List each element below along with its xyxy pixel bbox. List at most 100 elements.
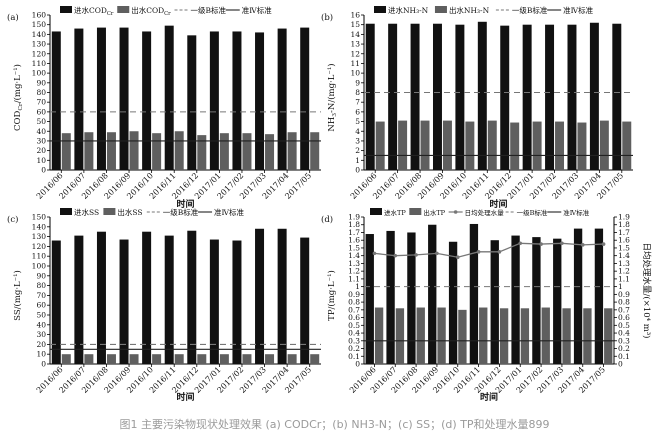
chart-panel: (b)012345678910111213141516NH3-N/(mg·L⁻¹… [321, 5, 633, 210]
bar-influent [187, 230, 197, 364]
bar-influent [187, 35, 197, 170]
legend-swatch [60, 6, 72, 13]
y-tick-label: 0.9 [348, 290, 360, 299]
bar-influent [119, 27, 129, 170]
flow-point [601, 242, 606, 246]
y-tick-label: 20 [36, 340, 46, 349]
bar-influent [589, 22, 599, 170]
x-axis-title: 时间 [176, 391, 194, 403]
y-tick-label: 1.2 [348, 267, 360, 276]
panel-label: (a) [7, 12, 19, 23]
legend: 进水SS 出水SS 一级B标准 准Ⅳ标准 [60, 207, 245, 217]
y2-tick-label: 0.7 [618, 305, 630, 314]
bar-influent [96, 231, 106, 364]
bar-influent [545, 24, 555, 170]
bar-effluent [129, 354, 139, 364]
bar-influent [164, 235, 174, 364]
y-tick-label: 40 [36, 320, 46, 329]
y-axis-title: CODCr/(mg·L⁻¹) [12, 64, 24, 131]
y-tick-label: 6 [355, 107, 360, 116]
bar-effluent [465, 121, 475, 170]
bar-effluent [374, 307, 384, 364]
bar-influent [455, 24, 465, 170]
bar-effluent [287, 132, 297, 170]
flow-point [414, 253, 418, 257]
flow-point [455, 255, 460, 260]
bar-influent [142, 231, 152, 364]
figure-caption: 图1 主要污染物现状处理效果 (a) CODCr；(b) NH3-N；(c) S… [119, 418, 550, 431]
bar-influent [51, 31, 61, 170]
y2-tick-label: 0.6 [618, 313, 630, 322]
y-tick-label: 100 [32, 262, 47, 271]
bar-influent [164, 25, 174, 170]
y-tick-label: 0 [41, 360, 46, 369]
y2-tick-label: 0 [618, 360, 623, 369]
legend-label: 准Ⅳ标准 [563, 5, 593, 15]
bar-effluent [174, 131, 184, 170]
y-tick-label: 90 [36, 78, 46, 87]
y-tick-label: 30 [36, 136, 46, 145]
flow-point [497, 250, 502, 254]
y-tick-label: 11 [350, 59, 360, 68]
bar-effluent [310, 132, 320, 170]
bar-effluent [487, 120, 497, 170]
y2-tick-label: 0.3 [618, 336, 630, 345]
legend-swatch [370, 208, 382, 215]
bar-effluent [604, 308, 613, 364]
y-tick-label: 120 [32, 49, 47, 58]
y-tick-label: 1.6 [348, 236, 360, 245]
y-tick-label: 50 [36, 311, 46, 320]
y2-tick-label: 1.5 [618, 243, 630, 252]
bar-influent [511, 235, 520, 364]
y2-tick-label: 0.1 [618, 352, 630, 361]
y-tick-label: 1.7 [348, 228, 360, 237]
x-axis-title: 时间 [480, 391, 498, 403]
bar-influent [255, 32, 265, 170]
bar-effluent [174, 354, 184, 364]
bar-influent [209, 31, 219, 170]
legend-swatch [117, 6, 130, 13]
legend-swatch [60, 208, 72, 215]
bar-influent [522, 24, 532, 170]
panel-label: (d) [321, 214, 333, 225]
bar-effluent [265, 134, 275, 170]
flow-point [393, 253, 398, 258]
y-tick-label: 0.8 [348, 298, 360, 307]
y-tick-label: 100 [32, 69, 47, 78]
bar-influent [277, 28, 287, 170]
bar-influent [567, 24, 577, 170]
y-tick-label: 0 [355, 166, 360, 175]
bar-effluent [129, 131, 139, 170]
bar-influent [469, 223, 479, 364]
y-tick-label: 1.8 [348, 220, 360, 229]
bar-influent [573, 228, 583, 364]
flow-point [580, 243, 585, 247]
y-tick-label: 4 [355, 127, 360, 136]
y-tick-label: 9 [355, 78, 360, 87]
bar-effluent [437, 307, 446, 364]
y-tick-label: 140 [32, 30, 47, 39]
bar-influent [300, 27, 310, 170]
y-tick-label: 0 [41, 166, 46, 175]
y2-tick-label: 1.9 [618, 213, 630, 222]
y2-tick-label: 0.8 [618, 298, 630, 307]
bar-effluent [520, 308, 530, 364]
bar-influent [477, 21, 487, 170]
y-tick-label: 0.2 [348, 344, 360, 353]
y-tick-label: 3 [355, 136, 360, 145]
bar-effluent [219, 354, 229, 364]
legend-label: 出水CODCr [131, 5, 171, 17]
y-tick-label: 80 [36, 281, 46, 290]
y-tick-label: 30 [36, 330, 46, 339]
bar-influent [553, 238, 562, 364]
bar-effluent [375, 121, 385, 170]
y-tick-label: 0.6 [348, 313, 360, 322]
y-tick-label: 2 [355, 146, 360, 155]
y-tick-label: 120 [32, 242, 47, 251]
bar-effluent [242, 133, 252, 170]
bar-effluent [420, 120, 430, 170]
bar-influent [51, 240, 61, 364]
y-tick-label: 0.3 [348, 336, 360, 345]
y2-tick-label: 0.5 [618, 321, 630, 330]
